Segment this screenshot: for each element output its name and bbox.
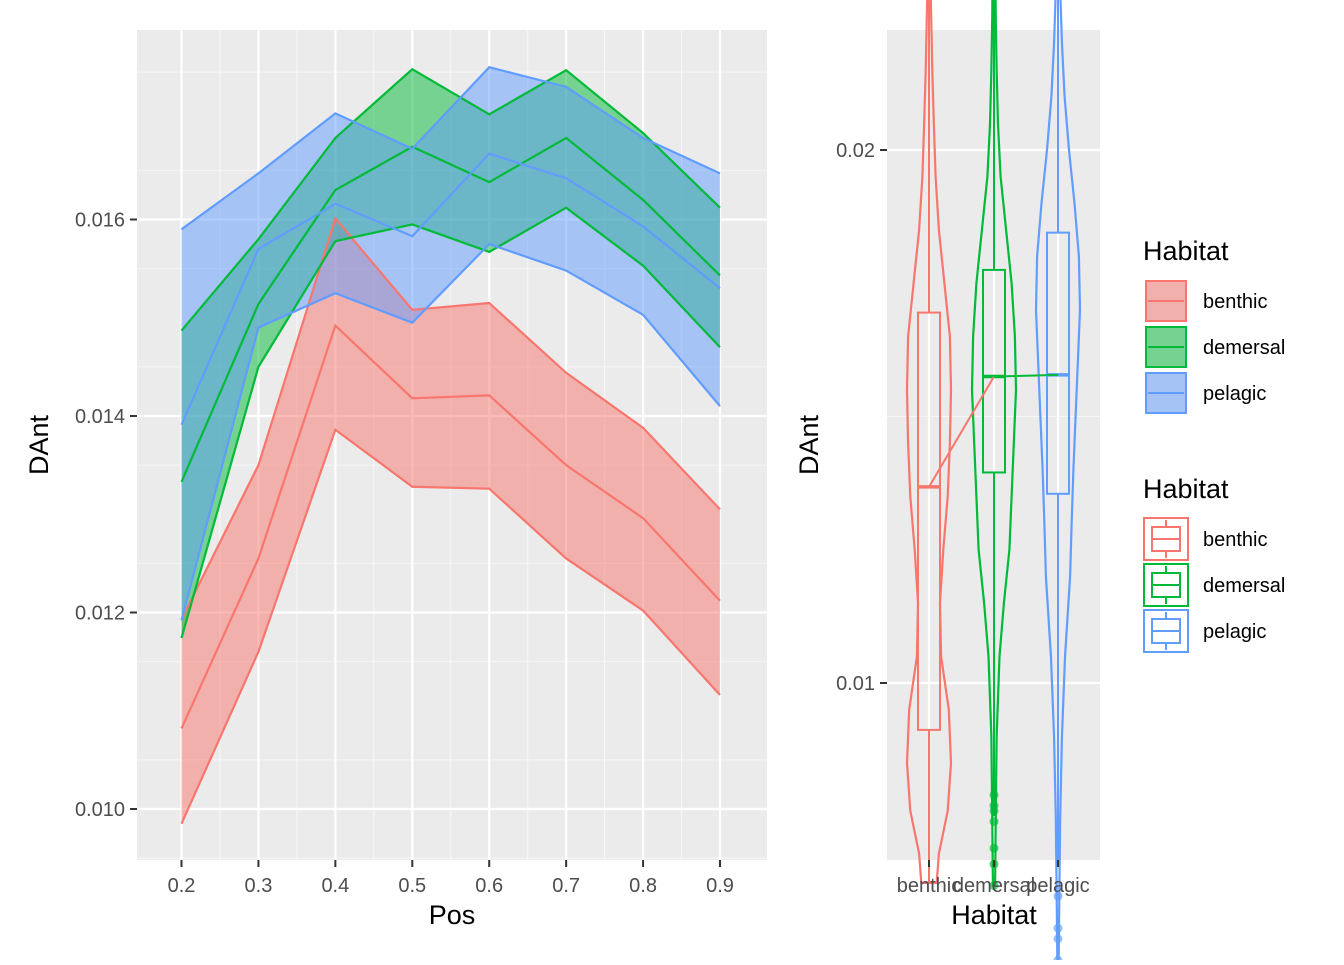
line-pelagic-mean: [180, 152, 721, 426]
legend-fill-keys: benthic demersal pelagic: [1145, 280, 1285, 414]
violin-pelagic: [1034, 0, 1082, 962]
legend-label-demersal: demersal: [1203, 337, 1285, 359]
x-tick-label: 0.4: [321, 875, 349, 897]
y-tick-label: 0.012: [75, 603, 125, 625]
ribbon-lines: [180, 65, 721, 825]
left-x-axis-title: Pos: [429, 900, 476, 930]
median-connector: [928, 376, 995, 488]
x-tick-label: 0.7: [552, 875, 580, 897]
box-benthic: [917, 311, 941, 731]
left-y-axis-title: DAnt: [24, 414, 54, 475]
legend-box: Habitat benthic demersal pelagic: [1143, 474, 1285, 653]
y-tick-label: 0.010: [75, 799, 125, 821]
x-tick-label: 0.8: [629, 875, 657, 897]
legend-label-benthic: benthic: [1203, 529, 1268, 551]
left-x-ticks: 0.2 0.3 0.4 0.5 0.6 0.7 0.8 0.9: [168, 860, 734, 897]
legend-box-title: Habitat: [1143, 474, 1229, 504]
x-tick-label: 0.5: [398, 875, 426, 897]
boxplots: [917, 0, 1070, 883]
legend-label-demersal: demersal: [1203, 575, 1285, 597]
outlier-point: [1053, 934, 1063, 944]
ribbon-chart: 0.2 0.3 0.4 0.5 0.6 0.7 0.8 0.9 0.010 0.012 0.014…: [24, 30, 767, 930]
legend-label-benthic: benthic: [1203, 291, 1268, 313]
legend-label-pelagic: pelagic: [1203, 383, 1266, 405]
line-benthic-upper: [180, 216, 721, 620]
legend-label-pelagic: pelagic: [1203, 621, 1266, 643]
outlier-point: [989, 801, 999, 811]
left-y-ticks: 0.010 0.012 0.014 0.016: [75, 210, 137, 821]
y-tick-label: 0.014: [75, 406, 125, 428]
x-tick-label: 0.9: [706, 875, 734, 897]
ribbon-benthic: [181, 218, 720, 824]
median-connector-line: [928, 373, 1059, 488]
y-tick-label: 0.016: [75, 210, 125, 232]
outlier-point: [989, 790, 999, 800]
legend-fill: Habitat benthic demersal pelagic: [1143, 236, 1285, 414]
x-tick-label: demersal: [953, 875, 1035, 897]
outlier-point: [1053, 891, 1063, 901]
line-pelagic-upper: [180, 65, 721, 231]
box-pelagic: [1046, 231, 1070, 495]
y-tick-label: 0.01: [836, 673, 875, 695]
outlier-point: [989, 843, 999, 853]
violin-demersal: [970, 0, 1018, 887]
box-demersal: [982, 268, 1006, 474]
x-tick-label: 0.3: [245, 875, 273, 897]
median-connector: [993, 373, 1059, 378]
line-benthic-lower: [180, 427, 721, 825]
y-tick-label: 0.02: [836, 140, 875, 162]
right-y-ticks: 0.010.020.03: [836, 140, 887, 695]
line-demersal-upper: [180, 67, 721, 332]
outlier-point: [1053, 955, 1063, 965]
x-tick-label: 0.2: [168, 875, 196, 897]
outlier-point: [1053, 923, 1063, 933]
line-demersal-lower: [180, 206, 721, 639]
right-x-axis-title: Habitat: [951, 900, 1037, 930]
line-pelagic-lower: [180, 242, 721, 621]
outlier-point: [989, 817, 999, 827]
legend-fill-title: Habitat: [1143, 236, 1229, 266]
right-y-axis-title: DAnt: [794, 414, 824, 475]
outlier-point: [989, 881, 999, 891]
x-tick-label: 0.6: [475, 875, 503, 897]
ribbon-areas: [181, 67, 720, 824]
line-demersal-mean: [180, 136, 721, 483]
ribbon-pelagic: [181, 67, 720, 621]
x-tick-label: pelagic: [1026, 875, 1089, 897]
legend-box-keys: benthic demersal pelagic: [1143, 517, 1285, 653]
line-benthic-mean: [180, 323, 721, 729]
x-tick-label: benthic: [897, 875, 962, 897]
